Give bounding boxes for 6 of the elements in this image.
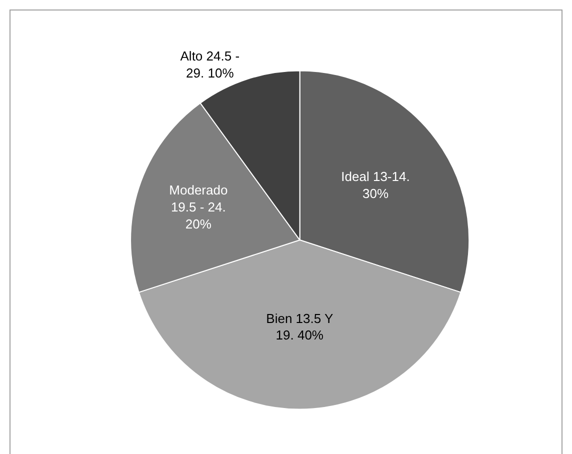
slice-label: Ideal 13-14.: [341, 169, 410, 184]
slice-label: Moderado 19.5 - 24.: [169, 182, 228, 215]
slice-label: Bien 13.5 Y 19. 40%: [266, 310, 334, 343]
data-label: 20%: [185, 216, 212, 232]
data-label: 30%: [362, 186, 389, 201]
slice-label: Alto 24.5 - 29. 10%: [180, 48, 240, 81]
